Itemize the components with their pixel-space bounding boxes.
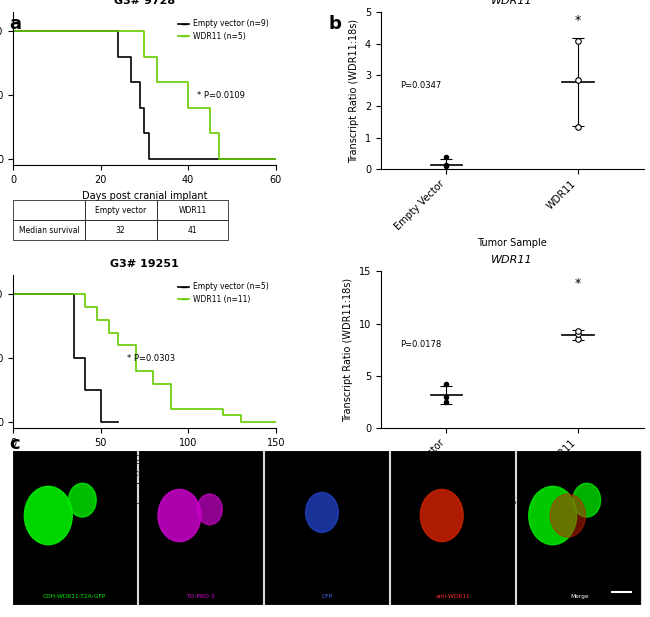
Title: G3# 19251: G3# 19251	[110, 259, 179, 269]
Circle shape	[158, 489, 201, 542]
Text: TO-PRO-3: TO-PRO-3	[187, 594, 215, 598]
Text: P=0.0347: P=0.0347	[400, 81, 442, 89]
Title: G3# 9728: G3# 9728	[114, 0, 175, 6]
Text: P=0.0178: P=0.0178	[400, 339, 442, 349]
Text: * P=0.0109: * P=0.0109	[197, 91, 245, 100]
Text: *: *	[575, 277, 581, 291]
Text: a: a	[10, 15, 21, 33]
Point	[573, 75, 583, 85]
Circle shape	[197, 494, 222, 524]
Point	[441, 397, 452, 407]
X-axis label: Days post cranial implant: Days post cranial implant	[82, 191, 207, 201]
Circle shape	[68, 483, 96, 517]
Title: WDR11: WDR11	[491, 0, 533, 6]
X-axis label: Tumor Sample: Tumor Sample	[477, 497, 547, 507]
Point	[441, 160, 452, 170]
Circle shape	[573, 483, 601, 517]
Circle shape	[24, 486, 72, 545]
Text: * P=0.0303: * P=0.0303	[127, 354, 175, 363]
Legend: Empty vector (n=5), WDR11 (n=11): Empty vector (n=5), WDR11 (n=11)	[175, 279, 272, 307]
Bar	[13, 451, 136, 605]
Point	[441, 161, 452, 171]
Text: CFP: CFP	[322, 594, 333, 598]
Text: CDH-WDR11-T2A-GFP: CDH-WDR11-T2A-GFP	[43, 594, 107, 598]
Text: Merge: Merge	[570, 594, 588, 598]
Point	[573, 326, 583, 336]
X-axis label: Days post cranial implant: Days post cranial implant	[82, 453, 207, 463]
Title: WDR11: WDR11	[491, 255, 533, 265]
Point	[573, 122, 583, 132]
Text: b: b	[328, 15, 341, 33]
Text: c: c	[10, 435, 20, 453]
Point	[441, 379, 452, 389]
X-axis label: Tumor Sample: Tumor Sample	[477, 238, 547, 248]
Bar	[391, 451, 515, 605]
Point	[441, 392, 452, 402]
Circle shape	[528, 486, 577, 545]
Circle shape	[421, 489, 463, 542]
Bar	[139, 451, 263, 605]
Point	[441, 152, 452, 162]
Circle shape	[550, 494, 586, 537]
Bar	[517, 451, 641, 605]
Y-axis label: Transcript Ratio (WDR11:18s): Transcript Ratio (WDR11:18s)	[349, 19, 359, 163]
Point	[573, 329, 583, 339]
Y-axis label: Transcript Ratio (WDR11:18s): Transcript Ratio (WDR11:18s)	[343, 278, 353, 422]
Bar	[265, 451, 389, 605]
Circle shape	[306, 492, 339, 532]
Point	[573, 36, 583, 46]
Text: anti-WDR11: anti-WDR11	[436, 594, 471, 598]
Legend: Empty vector (n=9), WDR11 (n=5): Empty vector (n=9), WDR11 (n=5)	[175, 16, 272, 44]
Point	[573, 334, 583, 344]
Text: *: *	[575, 14, 581, 27]
